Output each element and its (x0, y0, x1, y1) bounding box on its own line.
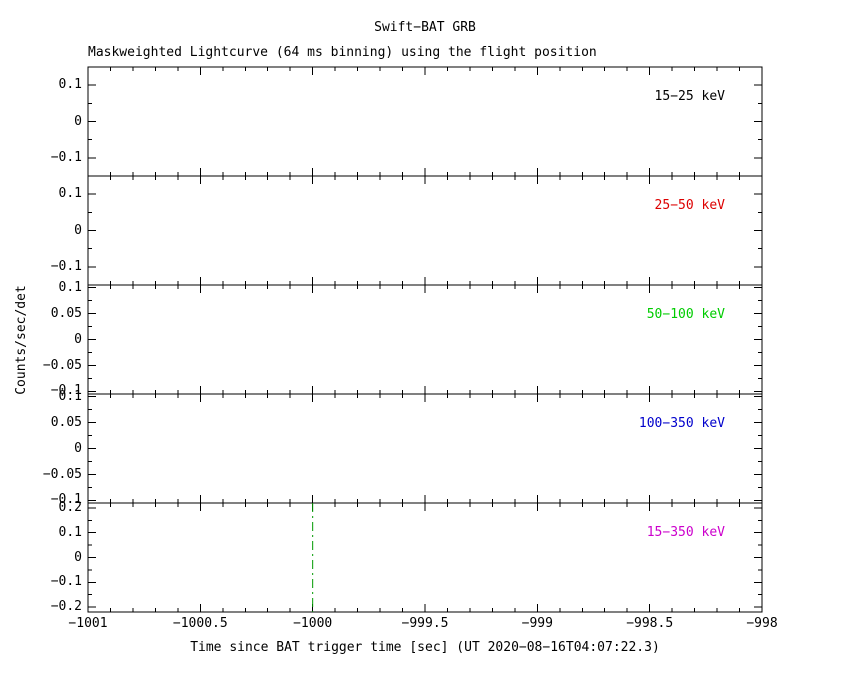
panel-0 (87, 66, 763, 177)
panel-2 (87, 284, 763, 395)
band-label: 15−25 keV (654, 89, 725, 104)
x-tick-label: −998 (746, 616, 778, 631)
panel-border (87, 66, 763, 177)
y-tick-label: 0.1 (58, 279, 82, 295)
y-tick-label: −0.1 (50, 492, 82, 508)
x-tick-label: −998.5 (626, 616, 674, 631)
y-tick-label: 0.2 (58, 500, 82, 515)
y-tick-label: 0.1 (58, 186, 82, 202)
panel-4 (87, 502, 763, 613)
x-tick-label: −1000 (293, 616, 333, 631)
chart-title: Swift−BAT GRB (374, 20, 476, 35)
panel-3 (87, 393, 763, 504)
panel-border (87, 502, 763, 613)
y-tick-label: −0.1 (50, 149, 82, 165)
panel-1 (87, 175, 763, 286)
y-tick-label: 0.05 (50, 414, 82, 430)
y-tick-label: 0 (74, 549, 82, 565)
y-tick-label: 0.1 (58, 524, 82, 540)
y-tick-label: 0 (74, 222, 82, 238)
y-tick-label: 0 (74, 331, 82, 347)
y-tick-label: 0.1 (58, 388, 82, 404)
chart-subtitle: Maskweighted Lightcurve (64 ms binning) … (88, 45, 597, 60)
y-tick-label: −0.05 (42, 466, 82, 482)
y-tick-label: 0.1 (58, 77, 82, 93)
y-tick-label: −0.1 (50, 574, 82, 590)
x-axis-title: Time since BAT trigger time [sec] (UT 20… (190, 640, 660, 655)
band-label: 50−100 keV (646, 307, 725, 322)
x-tick-label: −999 (521, 616, 553, 631)
band-label: 25−50 keV (654, 198, 725, 213)
x-tick-label: −1000.5 (172, 616, 228, 631)
panel-border (87, 284, 763, 395)
y-tick-label: −0.1 (50, 258, 82, 274)
y-tick-label: 0 (74, 113, 82, 129)
y-tick-label: 0 (74, 440, 82, 456)
x-tick-label: −999.5 (401, 616, 449, 631)
y-tick-label: −0.1 (50, 383, 82, 399)
y-tick-label: 0.05 (50, 305, 82, 321)
y-tick-label: −0.2 (50, 599, 82, 614)
panel-border (87, 175, 763, 286)
band-label: 100−350 keV (638, 416, 725, 431)
panel-border (87, 393, 763, 504)
band-label: 15−350 keV (646, 525, 725, 540)
x-tick-label: −1001 (68, 616, 108, 631)
y-tick-label: −0.05 (42, 357, 82, 373)
